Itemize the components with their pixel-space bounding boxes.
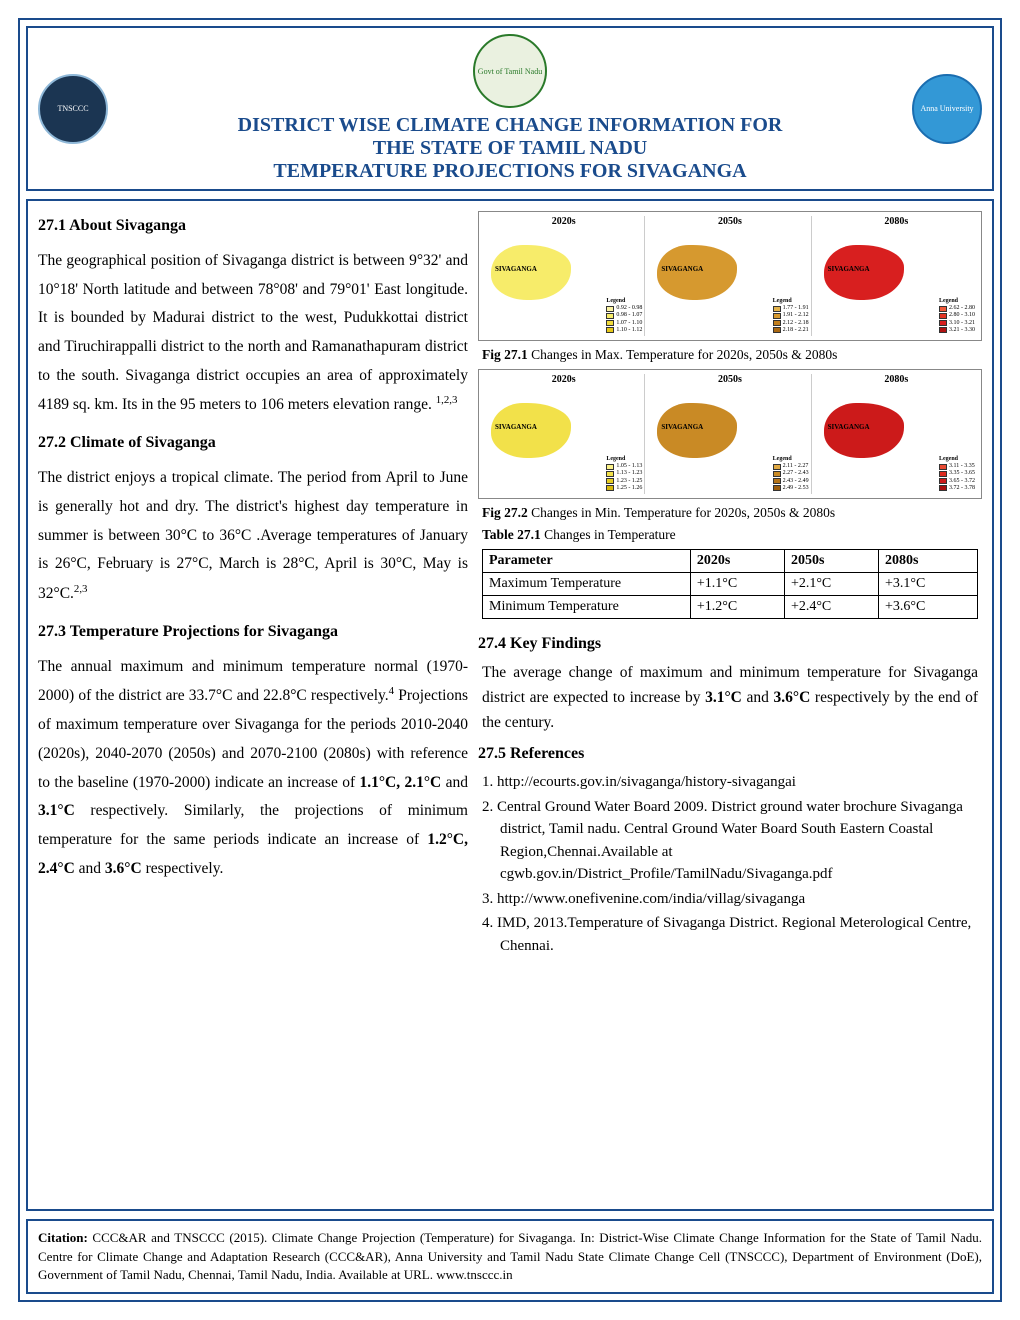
map-body: SIVAGANGA Legend0.92 - 0.980.98 - 1.071.0…: [483, 227, 644, 336]
sec-proj-head: 27.3 Temperature Projections for Sivagan…: [38, 623, 468, 641]
map-legend: Legend2.11 - 2.272.27 - 2.432.43 - 2.492…: [773, 456, 809, 492]
map-decade-label: 2080s: [816, 216, 977, 227]
map-panel: 2020s SIVAGANGA Legend1.05 - 1.131.13 - 1.…: [483, 374, 645, 494]
district-label: SIVAGANGA: [661, 423, 703, 431]
proj-bold4: 3.6°C: [105, 860, 142, 877]
table-row: Maximum Temperature+1.1°C+2.1°C+3.1°C: [483, 573, 978, 596]
logo-anna-univ-icon: Anna University: [912, 74, 982, 144]
map-panel: 2020s SIVAGANGA Legend0.92 - 0.980.98 - 1.…: [483, 216, 645, 336]
map-body: SIVAGANGA Legend1.05 - 1.131.13 - 1.231.2…: [483, 385, 644, 494]
proj-bold2: 3.1°C: [38, 802, 75, 819]
fig2-caption: Fig 27.2 Changes in Min. Temperature for…: [478, 503, 982, 523]
citation-label: Citation:: [38, 1230, 88, 1245]
district-label: SIVAGANGA: [828, 423, 870, 431]
map-decade-label: 2050s: [649, 216, 810, 227]
header-center: Govt of Tamil Nadu DISTRICT WISE CLIMATE…: [118, 34, 902, 183]
references-list: 1. http://ecourts.gov.in/sivaganga/histo…: [478, 771, 982, 959]
map-decade-label: 2020s: [483, 216, 644, 227]
citation-text: CCC&AR and TNSCCC (2015). Climate Change…: [38, 1230, 982, 1281]
proj-c: respectively. Similarly, the projections…: [38, 802, 468, 848]
body-block: 27.1 About Sivaganga The geographical po…: [26, 199, 994, 1211]
table-caption: Table 27.1 Changes in Temperature: [478, 527, 982, 543]
proj-mid1: and: [441, 774, 468, 791]
fig1-caption-b: Fig 27.1: [482, 347, 528, 362]
about-body: The geographical position of Sivaganga d…: [38, 252, 468, 414]
right-column: 2020s SIVAGANGA Legend0.92 - 0.980.98 - 1.…: [478, 211, 982, 1199]
sec-proj-text: The annual maximum and minimum temperatu…: [38, 653, 468, 884]
map-body: SIVAGANGA Legend2.11 - 2.272.27 - 2.432.4…: [649, 385, 810, 494]
climate-body: The district enjoys a tropical climate. …: [38, 469, 468, 602]
table-cell: +2.1°C: [784, 573, 878, 596]
fig2-caption-t: Changes in Min. Temperature for 2020s, 2…: [528, 505, 835, 520]
map-decade-label: 2080s: [816, 374, 977, 385]
table-cell: +2.4°C: [784, 596, 878, 619]
fig1-caption: Fig 27.1 Changes in Max. Temperature for…: [478, 345, 982, 365]
table-header-cell: 2080s: [878, 550, 977, 573]
fig2-map-row: 2020s SIVAGANGA Legend1.05 - 1.131.13 - 1.…: [478, 369, 982, 499]
page-frame: TNSCCC Govt of Tamil Nadu DISTRICT WISE …: [18, 18, 1002, 1302]
reference-item: 3. http://www.onefivenine.com/india/vill…: [482, 888, 982, 911]
page-title-l2: THE STATE OF TAMIL NADU: [118, 137, 902, 160]
map-body: SIVAGANGA Legend3.11 - 3.353.35 - 3.653.6…: [816, 385, 977, 494]
district-label: SIVAGANGA: [828, 265, 870, 273]
fig1-map-row: 2020s SIVAGANGA Legend0.92 - 0.980.98 - 1.…: [478, 211, 982, 341]
map-legend: Legend0.92 - 0.980.98 - 1.071.07 - 1.101…: [606, 298, 642, 334]
reference-item: 1. http://ecourts.gov.in/sivaganga/histo…: [482, 771, 982, 794]
proj-bold1: 1.1°C, 2.1°C: [359, 774, 441, 791]
table-caption-t: Changes in Temperature: [541, 527, 676, 542]
header-block: TNSCCC Govt of Tamil Nadu DISTRICT WISE …: [26, 26, 994, 191]
table-header-cell: Parameter: [483, 550, 691, 573]
find-b2: 3.6°C: [774, 689, 811, 706]
table-cell: +1.2°C: [690, 596, 784, 619]
temperature-table: Parameter2020s2050s2080sMaximum Temperat…: [482, 549, 978, 619]
map-panel: 2080s SIVAGANGA Legend3.11 - 3.353.35 - 3.…: [816, 374, 977, 494]
proj-mid2: and: [75, 860, 105, 877]
about-sup: 1,2,3: [436, 394, 458, 406]
table-row: Minimum Temperature+1.2°C+2.4°C+3.6°C: [483, 596, 978, 619]
map-body: SIVAGANGA Legend1.77 - 1.911.91 - 2.122.1…: [649, 227, 810, 336]
left-column: 27.1 About Sivaganga The geographical po…: [38, 211, 468, 1199]
sec-refs-head: 27.5 References: [478, 745, 982, 763]
map-legend: Legend3.11 - 3.353.35 - 3.653.65 - 3.723…: [939, 456, 975, 492]
district-label: SIVAGANGA: [661, 265, 703, 273]
proj-d: respectively.: [142, 860, 224, 877]
sec-climate-head: 27.2 Climate of Sivaganga: [38, 434, 468, 452]
page-title-l3: TEMPERATURE PROJECTIONS FOR SIVAGANGA: [118, 160, 902, 183]
map-legend: Legend1.77 - 1.911.91 - 2.122.12 - 2.182…: [773, 298, 809, 334]
logo-tnsccc-icon: TNSCCC: [38, 74, 108, 144]
map-body: SIVAGANGA Legend2.62 - 2.802.80 - 3.103.1…: [816, 227, 977, 336]
find-b1: 3.1°C: [705, 689, 742, 706]
table-caption-b: Table 27.1: [482, 527, 541, 542]
map-panel: 2080s SIVAGANGA Legend2.62 - 2.802.80 - 3.…: [816, 216, 977, 336]
table-header-cell: 2020s: [690, 550, 784, 573]
sec-climate-text: The district enjoys a tropical climate. …: [38, 464, 468, 609]
map-legend: Legend1.05 - 1.131.13 - 1.231.23 - 1.251…: [606, 456, 642, 492]
reference-item: 4. IMD, 2013.Temperature of Sivaganga Di…: [482, 912, 982, 957]
map-decade-label: 2050s: [649, 374, 810, 385]
table-cell: +1.1°C: [690, 573, 784, 596]
table-header-cell: 2050s: [784, 550, 878, 573]
sec-findings-text: The average change of maximum and minimu…: [478, 661, 982, 735]
map-panel: 2050s SIVAGANGA Legend2.11 - 2.272.27 - 2.…: [649, 374, 811, 494]
citation-block: Citation: CCC&AR and TNSCCC (2015). Clim…: [26, 1219, 994, 1294]
sec-findings-head: 27.4 Key Findings: [478, 635, 982, 653]
table-cell: Maximum Temperature: [483, 573, 691, 596]
map-panel: 2050s SIVAGANGA Legend1.77 - 1.911.91 - 2.…: [649, 216, 811, 336]
reference-item: 2. Central Ground Water Board 2009. Dist…: [482, 796, 982, 886]
sec-about-head: 27.1 About Sivaganga: [38, 217, 468, 235]
table-cell: Minimum Temperature: [483, 596, 691, 619]
district-label: SIVAGANGA: [495, 423, 537, 431]
map-decade-label: 2020s: [483, 374, 644, 385]
fig1-caption-t: Changes in Max. Temperature for 2020s, 2…: [528, 347, 838, 362]
table-cell: +3.6°C: [878, 596, 977, 619]
district-label: SIVAGANGA: [495, 265, 537, 273]
logo-govt-tn-icon: Govt of Tamil Nadu: [473, 34, 547, 108]
map-legend: Legend2.62 - 2.802.80 - 3.103.10 - 3.213…: [939, 298, 975, 334]
page-title-l1: DISTRICT WISE CLIMATE CHANGE INFORMATION…: [118, 114, 902, 137]
climate-sup: 2,3: [74, 583, 88, 595]
table-cell: +3.1°C: [878, 573, 977, 596]
sec-about-text: The geographical position of Sivaganga d…: [38, 247, 468, 420]
find-m: and: [742, 689, 774, 706]
fig2-caption-b: Fig 27.2: [482, 505, 528, 520]
